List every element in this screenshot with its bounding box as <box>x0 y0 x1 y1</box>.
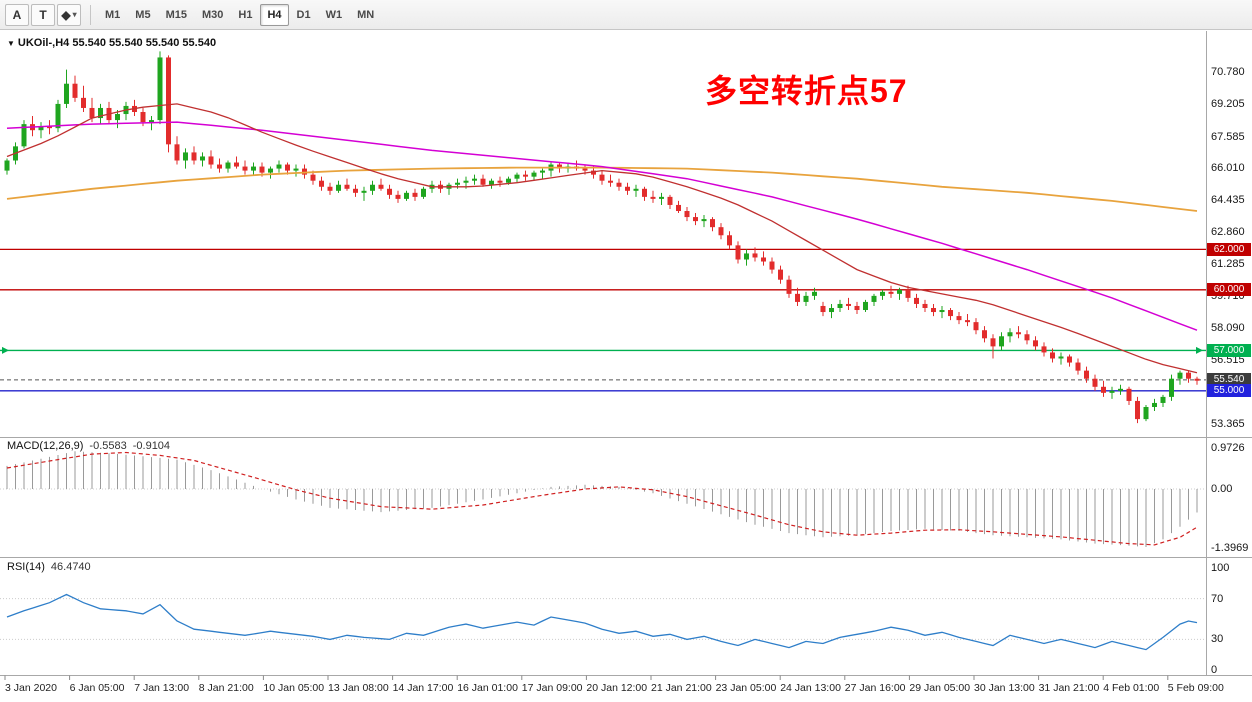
timeframe-mn-button[interactable]: MN <box>357 8 375 21</box>
macd-signal-line <box>6 451 1198 546</box>
rsi-line <box>6 593 1198 651</box>
objects-dropdown-button[interactable]: ◆ ▾ <box>57 3 81 26</box>
time-label: 6 Jan 05:00 <box>69 682 125 694</box>
ohlc-values: 55.540 55.540 55.540 55.540 <box>72 37 217 49</box>
price-label-69.205: 69.205 <box>1211 97 1245 110</box>
time-label: 13 Jan 08:00 <box>328 682 389 694</box>
toolbar-separator <box>90 4 91 25</box>
time-label: 17 Jan 09:00 <box>521 682 583 694</box>
macd-axis-label-0.9726: 0.9726 <box>1211 442 1245 455</box>
time-label: 3 Jan 2020 <box>5 682 57 694</box>
price-label-70.780: 70.780 <box>1211 66 1245 78</box>
price-label-53.365: 53.365 <box>1211 417 1245 430</box>
candlestick-series <box>4 51 1200 424</box>
time-label: 29 Jan 05:00 <box>909 682 971 694</box>
time-label: 7 Jan 13:00 <box>134 682 190 694</box>
price-badge-55.000: 55.000 <box>1207 384 1251 398</box>
timeframe-m1-button[interactable]: M1 <box>105 8 121 21</box>
price-label-58.090: 58.090 <box>1211 322 1245 335</box>
price-badge-57.000: 57.000 <box>1207 343 1251 357</box>
ma-mid-magenta-line <box>6 121 1198 331</box>
time-label: 5 Feb 09:00 <box>1167 682 1224 694</box>
price-label-61.285: 61.285 <box>1211 257 1245 270</box>
price-label-56.515: 56.515 <box>1211 354 1245 367</box>
time-label: 27 Jan 16:00 <box>844 682 906 694</box>
price-label-64.435: 64.435 <box>1211 194 1245 207</box>
macd-name: MACD(12,26,9) <box>7 440 84 452</box>
macd-value: -0.5583 <box>89 440 127 452</box>
ma-fast-red-line <box>6 103 1198 374</box>
time-label: 4 Feb 01:00 <box>1103 682 1160 694</box>
price-label-62.860: 62.860 <box>1211 226 1245 239</box>
time-label: 31 Jan 21:00 <box>1038 682 1100 694</box>
time-label: 23 Jan 05:00 <box>715 682 777 694</box>
rsi-axis-label-0: 0 <box>1211 664 1218 676</box>
price-badge-62.000: 62.000 <box>1207 242 1251 256</box>
price-badge-60.000: 60.000 <box>1207 283 1251 297</box>
macd-histogram <box>6 451 1198 547</box>
timeframe-d1-button[interactable]: D1 <box>296 8 311 21</box>
macd-signal-value: -0.9104 <box>132 440 171 452</box>
collapse-triangle-icon[interactable]: ▼ <box>7 39 15 48</box>
annotation-tool-button[interactable]: A <box>5 3 29 26</box>
drawing-tools-group: A T ◆ ▾ <box>5 3 83 26</box>
macd-axis-label-0.00: 0.00 <box>1211 483 1233 495</box>
time-label: 20 Jan 12:00 <box>586 682 648 694</box>
time-label: 14 Jan 17:00 <box>392 682 454 694</box>
rsi-axis-label-70: 70 <box>1211 592 1224 605</box>
rsi-value: 46.4740 <box>50 561 91 573</box>
toolbar: A T ◆ ▾ M1 M5 M15 M30 H1 H4 D1 W1 MN <box>0 0 1252 30</box>
hline-left-marker <box>2 346 9 354</box>
time-label: 21 Jan 21:00 <box>651 682 712 694</box>
timeframe-m15-button[interactable]: M15 <box>165 8 187 21</box>
time-label: 16 Jan 01:00 <box>457 682 518 694</box>
chart-title: ▼ UKOil-,H4 55.540 55.540 55.540 55.540 <box>7 37 216 49</box>
ma-slow-orange-line <box>6 166 1198 212</box>
timeframe-toolbar: M1 M5 M15 M30 H1 H4 D1 W1 MN <box>98 3 382 26</box>
dropdown-caret-icon: ▾ <box>72 10 77 19</box>
time-label: 10 Jan 05:00 <box>263 682 325 694</box>
timeframe-h1-button[interactable]: H1 <box>238 8 253 21</box>
timeframe-w1-button[interactable]: W1 <box>325 8 343 21</box>
timeframe-h4-button[interactable]: H4 <box>260 3 289 26</box>
annotation-text[interactable]: 多空转折点57 <box>705 73 908 109</box>
timeframe-m30-button[interactable]: M30 <box>201 8 224 21</box>
time-label: 30 Jan 13:00 <box>974 682 1035 694</box>
time-label: 8 Jan 21:00 <box>198 682 254 694</box>
time-label: 24 Jan 13:00 <box>780 682 841 694</box>
rsi-axis-label-30: 30 <box>1211 633 1224 646</box>
price-label-67.585: 67.585 <box>1211 130 1245 143</box>
macd-axis-label--1.3969: -1.3969 <box>1211 541 1249 554</box>
rsi-name: RSI(14) <box>7 561 45 573</box>
text-tool-button[interactable]: T <box>31 3 55 26</box>
price-badge-55.540: 55.540 <box>1207 373 1251 387</box>
rsi-axis-label-100: 100 <box>1211 562 1230 574</box>
timeframe-m5-button[interactable]: M5 <box>135 8 151 21</box>
hline-right-marker <box>1196 346 1203 354</box>
macd-indicator-label: MACD(12,26,9) -0.5583 -0.9104 <box>7 440 170 452</box>
symbol-timeframe-label: UKOil-,H4 <box>17 37 70 49</box>
rsi-indicator-label: RSI(14) 46.4740 <box>7 561 91 573</box>
price-label-66.010: 66.010 <box>1211 162 1245 175</box>
